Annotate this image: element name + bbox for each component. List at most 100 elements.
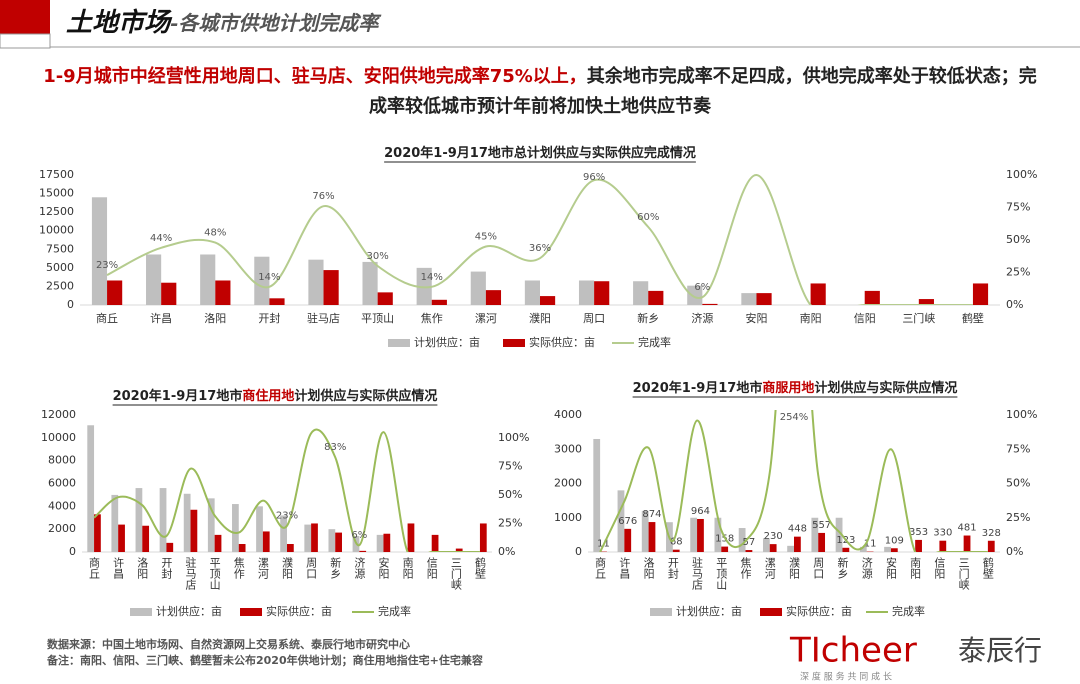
y-tick-label: 0 <box>575 545 582 558</box>
x-tick-label: 周口 <box>583 312 605 325</box>
y2-tick-label: 25% <box>498 516 522 529</box>
x-tick-label: 平顶山 <box>208 557 221 590</box>
bar <box>578 280 595 305</box>
bar <box>593 438 601 552</box>
bar <box>479 523 487 552</box>
y2-tick-label: 75% <box>1006 442 1030 455</box>
x-tick-label: 焦作 <box>232 557 245 579</box>
y2-tick-label: 50% <box>1006 477 1030 490</box>
bar <box>256 506 263 552</box>
headline: 1-9月城市中经营性用地周口、驻马店、安阳供地完成率75%以上，其余地市完成率不… <box>40 62 1040 122</box>
bar <box>890 548 898 552</box>
bar <box>455 548 463 552</box>
y2-tick-label: 100% <box>498 431 529 444</box>
legend-swatch <box>760 608 782 616</box>
bar <box>183 493 191 552</box>
x-tick-label: 平顶山 <box>361 312 394 325</box>
x-tick-label: 驻马店 <box>307 311 340 325</box>
x-tick-label: 洛阳 <box>642 556 655 579</box>
x-tick-label: 开封 <box>258 311 280 325</box>
bar <box>624 528 632 552</box>
bar <box>161 282 177 305</box>
header-title-main: 土地市场 <box>66 8 173 38</box>
bar <box>884 546 891 552</box>
x-tick-label: 南阳 <box>401 557 414 579</box>
legend-label: 完成率 <box>638 335 671 349</box>
bar-value-label: 328 <box>982 528 1001 539</box>
bar <box>859 546 867 552</box>
bar <box>311 523 318 552</box>
bar <box>377 292 393 305</box>
bar-value-label: 109 <box>885 535 904 546</box>
y-tick-label: 1000 <box>554 511 582 524</box>
bar <box>485 290 502 305</box>
bar <box>939 540 947 552</box>
legend-label: 完成率 <box>892 604 925 618</box>
rate-label: 48% <box>204 228 226 239</box>
legend-swatch <box>650 608 672 616</box>
bar-value-label: 11 <box>864 539 877 550</box>
rate-label: 14% <box>421 272 443 283</box>
x-tick-label: 驻马店 <box>184 556 197 590</box>
logo-cn: 泰辰行 <box>958 634 1042 667</box>
x-tick-label: 新乡 <box>637 311 659 325</box>
bar <box>269 298 285 305</box>
y-tick-label: 10000 <box>41 431 76 444</box>
bar-value-label: 330 <box>933 528 952 539</box>
x-tick-label: 三门峡 <box>957 557 970 590</box>
x-tick-label: 焦作 <box>739 557 752 579</box>
bar <box>135 488 143 552</box>
bar <box>376 534 384 552</box>
x-tick-label: 漯河 <box>256 557 269 579</box>
chart-title-part: 商住用地 <box>242 388 294 404</box>
bar <box>328 529 336 552</box>
bar <box>915 539 922 552</box>
x-tick-label: 鹤壁 <box>473 556 486 579</box>
x-tick-label: 信阳 <box>854 312 876 325</box>
bar <box>287 544 294 552</box>
y2-tick-label: 75% <box>498 459 522 472</box>
bar <box>359 550 367 552</box>
x-tick-label: 新乡 <box>329 556 342 579</box>
x-tick-label: 洛阳 <box>136 556 149 579</box>
bar <box>146 254 162 305</box>
chart-title-part: 商服用地 <box>762 380 814 396</box>
x-tick-label: 开封 <box>160 557 173 579</box>
legend-label: 实际供应：亩 <box>786 604 852 618</box>
bar-value-label: 353 <box>909 527 928 538</box>
x-tick-label: 新乡 <box>836 556 849 579</box>
bar <box>362 261 378 305</box>
bar <box>787 545 794 552</box>
y-tick-label: 0 <box>67 298 74 311</box>
rate-line <box>599 410 988 552</box>
bar <box>864 290 880 305</box>
bar <box>769 544 777 552</box>
bar <box>200 254 216 305</box>
bar <box>690 517 698 552</box>
bar <box>702 303 718 305</box>
bar <box>383 533 391 552</box>
bar <box>304 524 312 552</box>
bar <box>672 549 680 552</box>
bar <box>818 532 826 552</box>
y2-tick-label: 50% <box>1006 233 1030 246</box>
bar <box>87 425 95 552</box>
bar <box>111 494 119 552</box>
rate-label: 96% <box>583 172 605 183</box>
bar-value-label: 230 <box>764 531 783 542</box>
bar <box>738 528 746 552</box>
x-tick-label: 周口 <box>812 557 825 579</box>
y-tick-label: 7500 <box>46 242 74 255</box>
y2-tick-label: 0% <box>1006 545 1023 558</box>
x-tick-label: 平顶山 <box>715 557 728 590</box>
headline-highlight: 1-9月城市中经营性用地周口、驻马店、安阳供地完成率75%以上， <box>43 66 587 87</box>
x-tick-label: 开封 <box>666 557 679 579</box>
bar <box>470 271 486 305</box>
y2-tick-label: 25% <box>1006 511 1030 524</box>
bar <box>232 504 239 552</box>
x-tick-label: 驻马店 <box>691 556 704 590</box>
rate-label: 30% <box>367 251 389 262</box>
bar-value-label: 481 <box>957 523 976 534</box>
header-block <box>0 0 50 34</box>
